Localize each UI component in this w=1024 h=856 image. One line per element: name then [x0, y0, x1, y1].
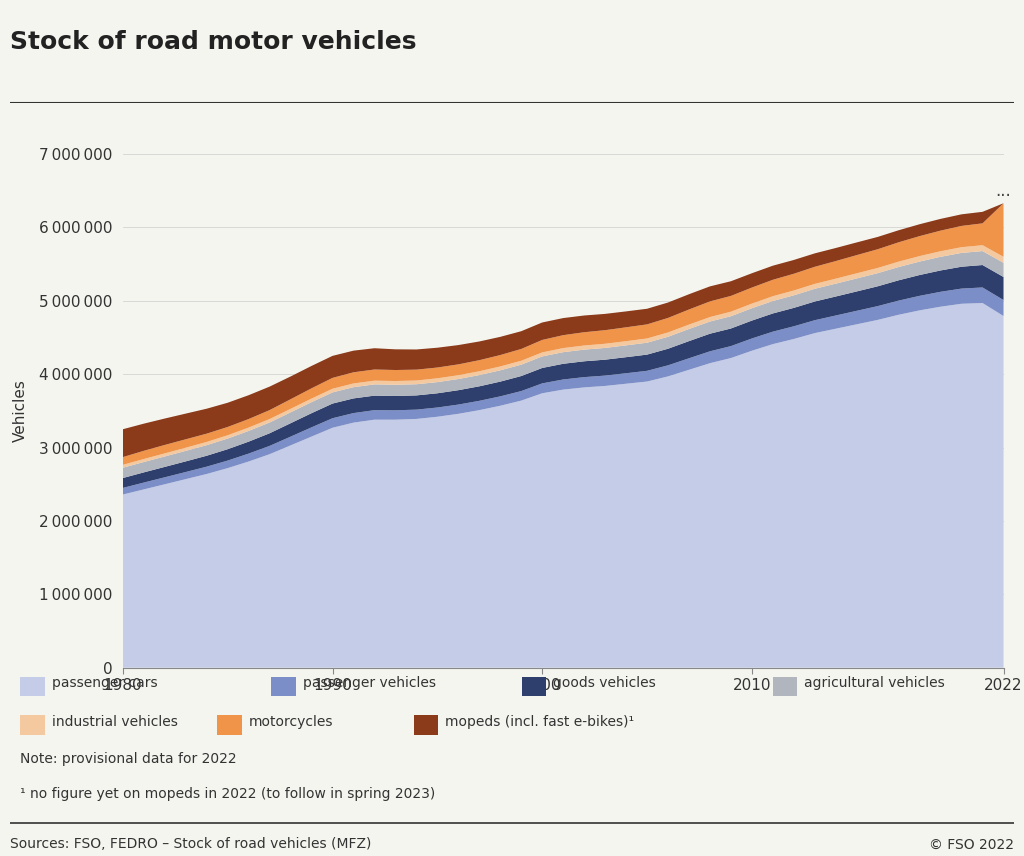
FancyBboxPatch shape — [271, 677, 296, 696]
Text: © FSO 2022: © FSO 2022 — [929, 837, 1014, 852]
Text: goods vehicles: goods vehicles — [553, 676, 656, 690]
FancyBboxPatch shape — [217, 716, 242, 734]
FancyBboxPatch shape — [522, 677, 547, 696]
FancyBboxPatch shape — [20, 677, 45, 696]
Text: industrial vehicles: industrial vehicles — [52, 715, 178, 728]
Text: Note: provisional data for 2022: Note: provisional data for 2022 — [20, 752, 238, 766]
Text: Stock of road motor vehicles: Stock of road motor vehicles — [10, 30, 417, 54]
FancyBboxPatch shape — [20, 716, 45, 734]
Text: motorcycles: motorcycles — [249, 715, 333, 728]
FancyBboxPatch shape — [772, 677, 797, 696]
Text: mopeds (incl. fast e-bikes)¹: mopeds (incl. fast e-bikes)¹ — [445, 715, 634, 728]
Text: ...: ... — [995, 181, 1012, 199]
FancyBboxPatch shape — [414, 716, 438, 734]
Y-axis label: Vehicles: Vehicles — [13, 379, 28, 443]
Text: ¹ no figure yet on mopeds in 2022 (to follow in spring 2023): ¹ no figure yet on mopeds in 2022 (to fo… — [20, 788, 436, 801]
Text: passenger vehicles: passenger vehicles — [303, 676, 435, 690]
Text: Sources: FSO, FEDRO – Stock of road vehicles (MFZ): Sources: FSO, FEDRO – Stock of road vehi… — [10, 837, 372, 852]
Text: agricultural vehicles: agricultural vehicles — [804, 676, 945, 690]
Text: passenger cars: passenger cars — [52, 676, 158, 690]
